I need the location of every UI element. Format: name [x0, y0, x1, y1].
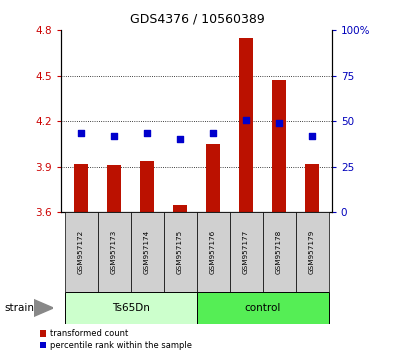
Point [210, 131, 216, 136]
Bar [197, 292, 329, 324]
Text: GDS4376 / 10560389: GDS4376 / 10560389 [130, 12, 265, 25]
Bar [197, 212, 229, 292]
Text: GSM957177: GSM957177 [243, 230, 249, 274]
Point [276, 120, 282, 126]
Text: GSM957175: GSM957175 [177, 230, 183, 274]
Text: GSM957176: GSM957176 [210, 230, 216, 274]
Bar [229, 212, 263, 292]
Point [243, 117, 249, 122]
Bar [64, 212, 98, 292]
Bar [107, 165, 121, 212]
Point [309, 133, 315, 139]
Bar [272, 80, 286, 212]
Text: GSM957173: GSM957173 [111, 230, 117, 274]
Legend: transformed count, percentile rank within the sample: transformed count, percentile rank withi… [40, 329, 192, 350]
Text: GSM957178: GSM957178 [276, 230, 282, 274]
Bar [263, 212, 295, 292]
Text: strain: strain [4, 303, 34, 313]
Polygon shape [34, 299, 53, 316]
Bar [64, 292, 197, 324]
Bar [239, 38, 254, 212]
Text: GSM957174: GSM957174 [144, 230, 150, 274]
Text: control: control [245, 303, 281, 313]
Bar [73, 164, 88, 212]
Bar [173, 205, 188, 212]
Point [78, 131, 84, 136]
Point [144, 131, 150, 136]
Point [177, 137, 183, 142]
Text: GSM957179: GSM957179 [309, 230, 315, 274]
Bar [164, 212, 197, 292]
Text: Ts65Dn: Ts65Dn [111, 303, 149, 313]
Bar [130, 212, 164, 292]
Bar [295, 212, 329, 292]
Bar [305, 164, 320, 212]
Text: GSM957172: GSM957172 [78, 230, 84, 274]
Bar [205, 144, 220, 212]
Bar [98, 212, 130, 292]
Point [111, 133, 117, 139]
Bar [139, 161, 154, 212]
